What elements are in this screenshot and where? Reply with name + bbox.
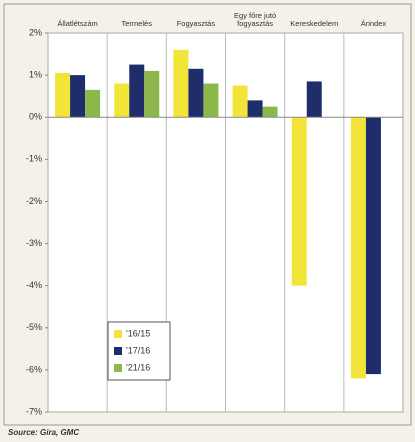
frame: [3, 3, 412, 426]
x-tick-label: Kereskedelem: [290, 19, 339, 28]
y-tick-label: -1%: [26, 154, 42, 164]
bar: [173, 49, 189, 118]
bar: [114, 83, 130, 118]
bar: [203, 83, 219, 118]
bar: [188, 68, 204, 118]
x-tick-label: Árindex: [360, 19, 387, 28]
y-tick-label: -7%: [26, 406, 42, 416]
legend-label: '17/16: [126, 345, 150, 355]
x-tick-label: Fogyasztás: [176, 19, 216, 28]
y-tick-label: -2%: [26, 196, 42, 206]
y-tick-label: 0%: [29, 112, 42, 122]
y-tick-label: -4%: [26, 280, 42, 290]
legend-swatch: [114, 330, 122, 338]
bar: [291, 117, 307, 286]
bar: [85, 89, 101, 118]
y-tick-label: -6%: [26, 364, 42, 374]
y-tick-label: -5%: [26, 322, 42, 332]
y-tick-label: 2%: [29, 27, 42, 37]
y-tick-label: 1%: [29, 69, 42, 79]
bar: [365, 117, 381, 375]
bar: [247, 100, 263, 118]
bar: [144, 70, 160, 118]
bar: [350, 117, 366, 379]
y-tick-label: -3%: [26, 238, 42, 248]
bar: [232, 85, 248, 118]
x-tick-label: Állatlétszám: [57, 19, 98, 28]
legend-swatch: [114, 364, 122, 372]
legend-label: '21/16: [126, 362, 150, 372]
legend-swatch: [114, 347, 122, 355]
legend-label: '16/15: [126, 328, 150, 338]
x-tick-label: Termelés: [121, 19, 152, 28]
bar: [55, 73, 71, 118]
x-tick-label: Egy főre jutó fogyasztás: [234, 11, 277, 28]
bar: [306, 81, 322, 118]
bar: [262, 106, 278, 118]
bar: [129, 64, 145, 118]
bar: [70, 75, 86, 118]
source: Source: Gira, GMC: [8, 428, 79, 437]
